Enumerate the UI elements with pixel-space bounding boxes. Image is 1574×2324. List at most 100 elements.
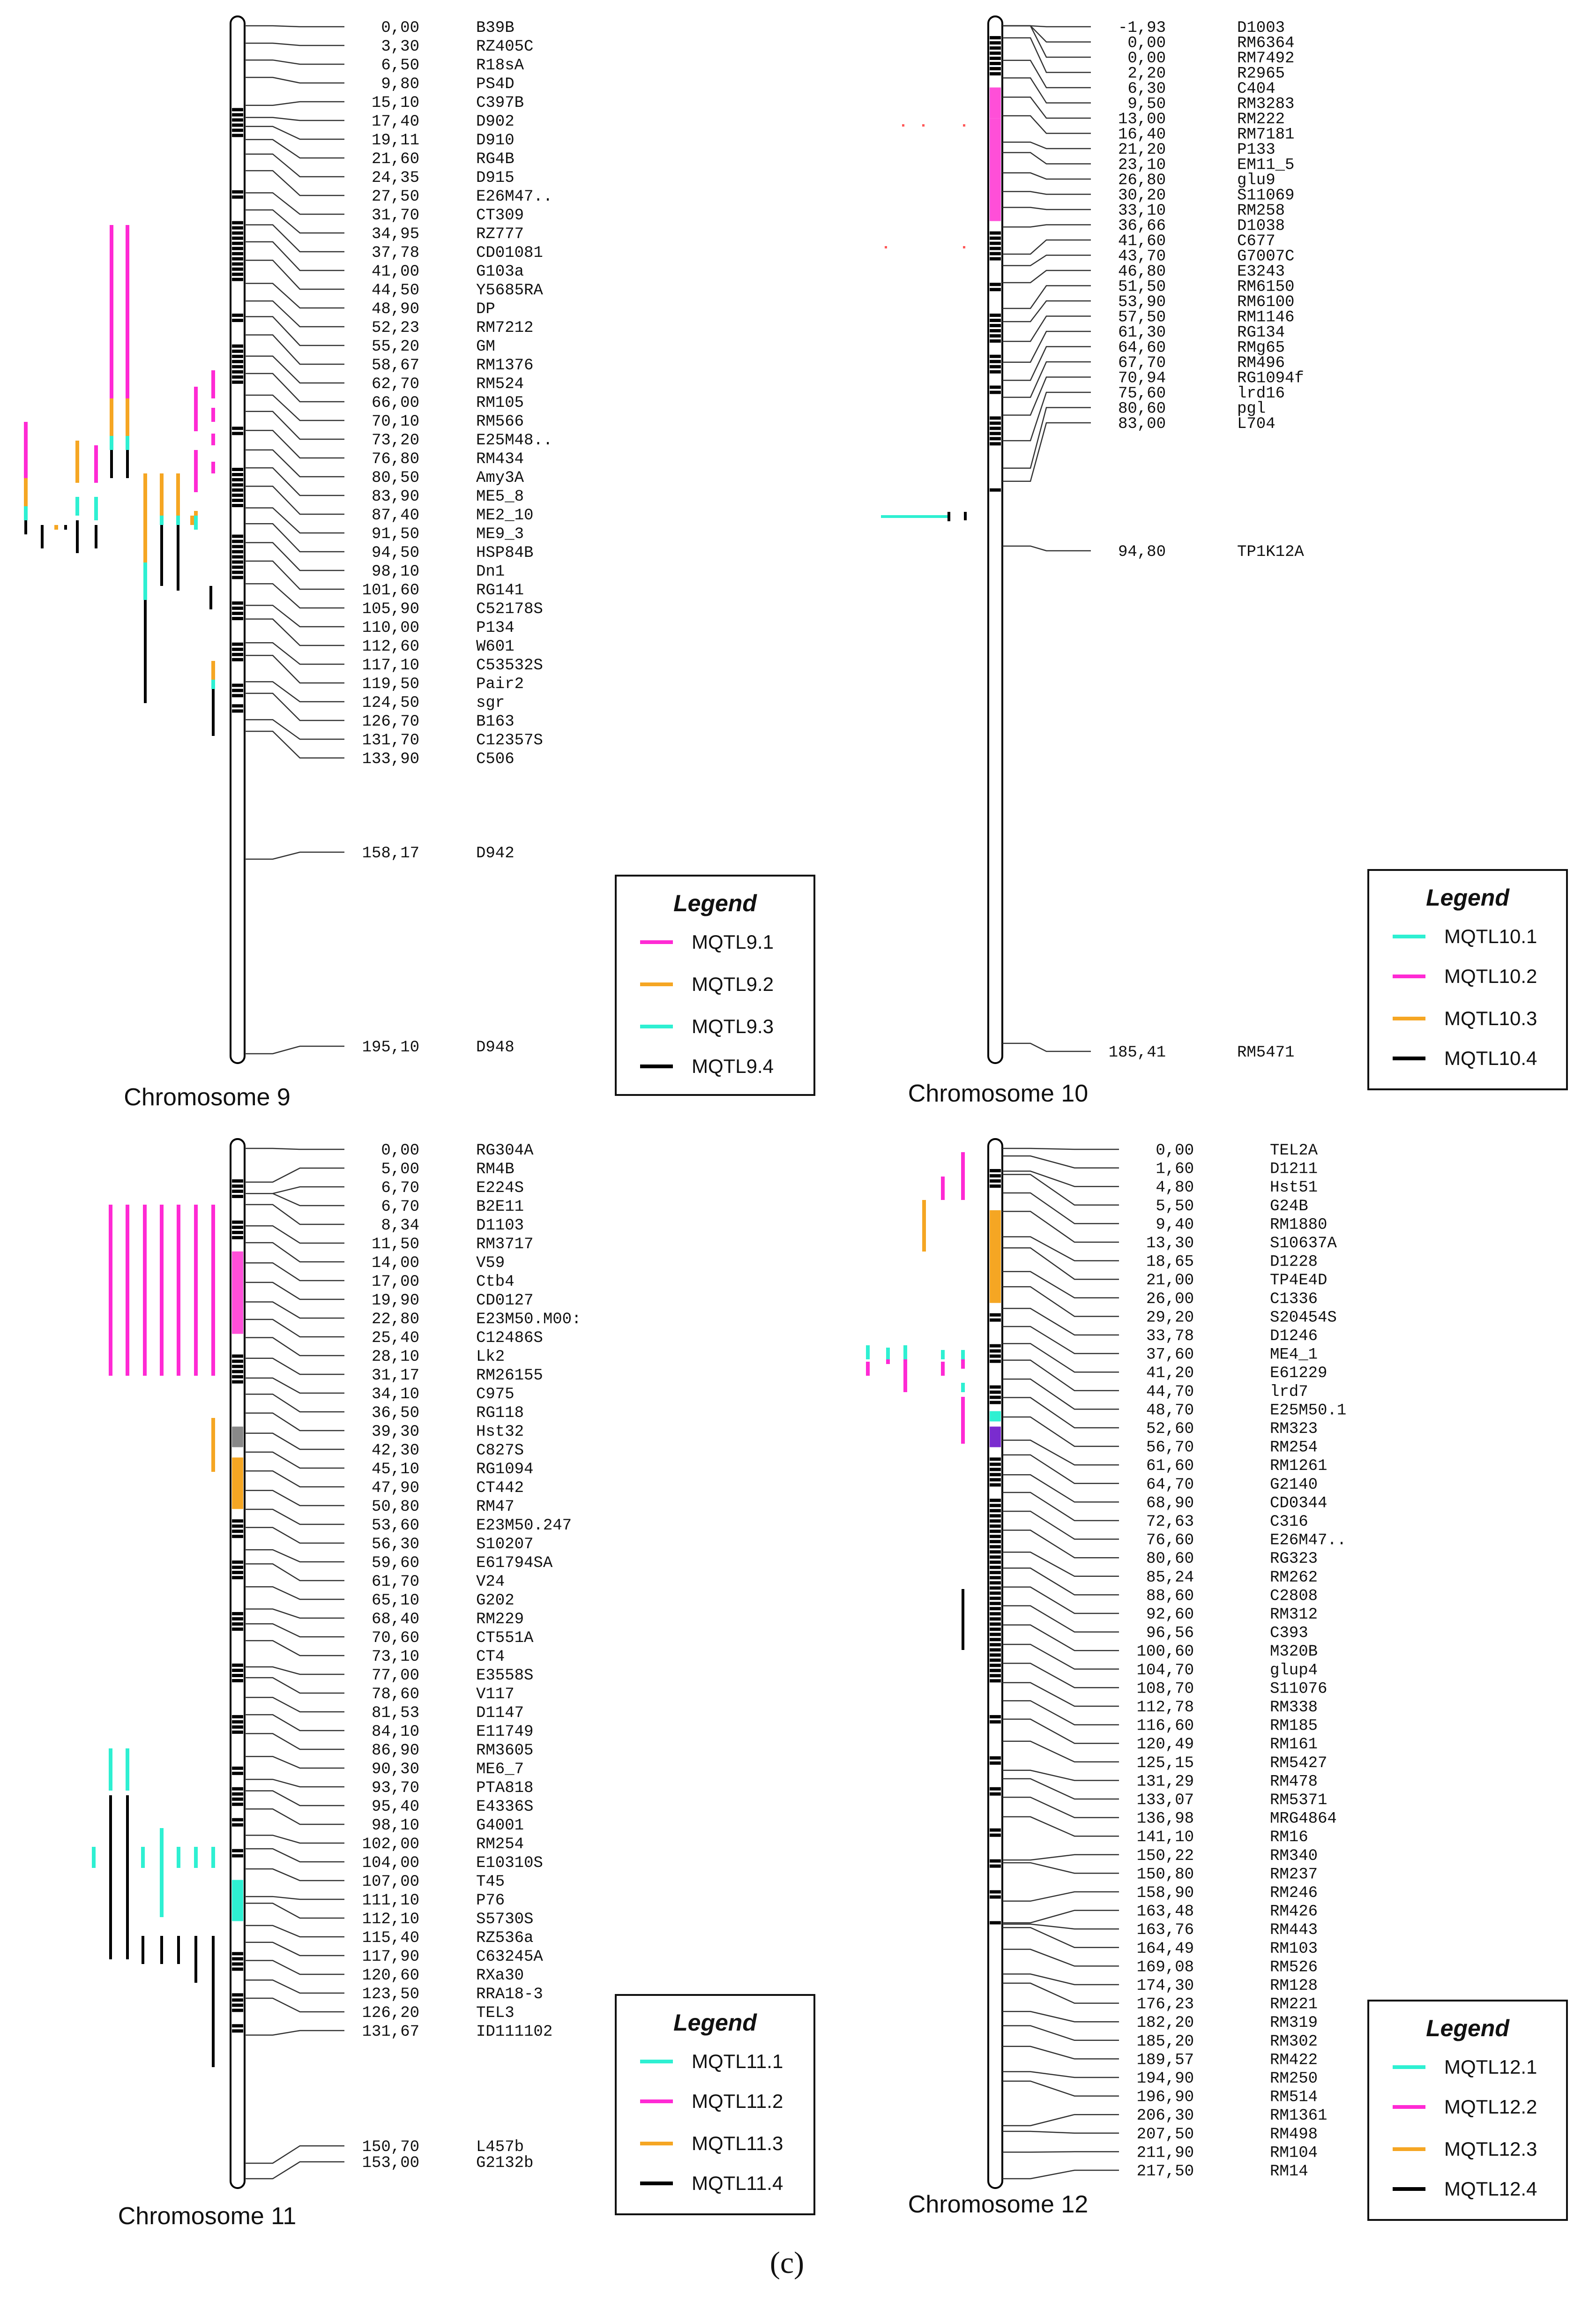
marker-name: Amy3A [476,469,524,487]
marker-name: Dn1 [476,563,505,581]
chromosome-band [232,1535,243,1538]
chromosome-band [232,354,243,358]
marker-name: G2140 [1270,1476,1318,1494]
marker-position: 34,10 [372,1386,419,1403]
marker-name: RG118 [476,1404,524,1422]
marker-connector [245,2145,344,2164]
chromosome-band [232,1679,243,1682]
marker-connector [245,681,344,703]
marker-name: RM105 [476,394,524,412]
marker-name: P134 [476,619,515,637]
marker-position: 207,50 [1137,2126,1194,2144]
marker-connector [1002,1778,1119,1800]
marker-position: 27,50 [372,188,419,206]
marker-connector [1002,1797,1119,1818]
marker-connector [245,1193,344,1207]
legend-swatch-q2 [640,940,673,944]
legend-item: MQTL9.2 [640,970,774,998]
marker-position: 53,60 [372,1517,419,1535]
marker-connector [1002,1605,1119,1633]
chromosome-band [232,380,243,384]
marker-connector [245,283,344,309]
marker-connector [1002,346,1091,381]
marker-connector [245,316,344,346]
marker-connector [245,618,344,646]
chromosome-band [232,1236,243,1239]
marker-name: RM258 [1237,202,1285,220]
marker-position: 0,00 [1127,50,1166,67]
marker-position: 77,00 [372,1667,419,1685]
chromosome-band [232,108,243,112]
marker-position: 110,00 [362,619,419,637]
legend-swatch-q3 [1393,1017,1425,1020]
marker-name: G7007C [1237,248,1294,266]
marker-position: 61,60 [1146,1457,1194,1475]
marker-name: C52178S [476,600,543,618]
legend-item: MQTL10.3 [1393,1005,1537,1033]
marker-connector [1002,77,1091,104]
marker-position: 133,90 [362,750,419,768]
marker-connector [245,411,344,440]
chromosome-band [990,1550,1001,1554]
marker-connector [1002,1567,1119,1596]
marker-position: 47,90 [372,1479,419,1497]
marker-connector [245,1778,344,1788]
marker-name: ME6_7 [476,1761,524,1778]
marker-name: G202 [476,1592,515,1610]
marker-name: RG323 [1270,1550,1318,1568]
chromosome-band [990,1478,1001,1482]
marker-name: RM254 [1270,1439,1318,1457]
marker-connector [1002,25,1091,58]
chromosome-band [990,1395,1001,1399]
chromosome-band [990,324,1001,328]
marker-name: RM5471 [1237,1044,1294,1062]
chromosome-band [990,1859,1001,1863]
marker-name: W601 [476,638,515,656]
chromosome-band [990,1519,1001,1523]
marker-connector [245,42,344,46]
marker-name: Pair2 [476,675,524,693]
marker-position: 55,20 [372,338,419,356]
chromosome-band [232,1674,243,1677]
marker-position: 57,50 [1118,309,1166,327]
legend-item: MQTL9.3 [640,1012,774,1041]
chromosome-band [990,1674,1001,1678]
marker-position: 100,60 [1137,1643,1194,1661]
chromosome-band [990,1509,1001,1513]
chromosome-band [990,118,1001,221]
chromosome-band [990,1586,1001,1590]
chromosome-band [990,1576,1001,1580]
marker-position: 39,30 [372,1423,419,1441]
chromosome-band [232,134,243,137]
marker-connector [1002,191,1091,195]
marker-connector [245,192,344,215]
chromosome-band [990,1540,1001,1544]
marker-connector [245,523,344,553]
chromosome-band [232,555,243,559]
marker-name: RZ536a [476,1929,533,1947]
marker-connector [1002,1147,1119,1150]
chromosome-band [990,1787,1001,1791]
marker-name: RM6150 [1237,278,1294,296]
marker-position: 0,00 [381,19,419,37]
marker-connector [1002,1740,1119,1763]
marker-name: E23M50.247 [476,1517,572,1535]
chromosome-band [990,1184,1001,1188]
marker-position: 62,70 [372,375,419,393]
marker-position: 104,70 [1137,1662,1194,1679]
marker-name: RM221 [1270,1996,1318,2014]
chromosome-band [232,241,243,245]
marker-connector [245,560,344,590]
chromosome-band [232,617,243,621]
marker-connector [245,1337,344,1357]
marker-connector [245,1262,344,1282]
marker-position: 206,30 [1137,2107,1194,2125]
marker-connector [245,1167,344,1183]
legend-swatch-q1 [1393,2065,1425,2069]
chromosome-band [990,252,1001,255]
marker-name: RM185 [1270,1717,1318,1735]
marker-position: 133,07 [1137,1792,1194,1809]
marker-connector [245,1319,344,1338]
marker-name: R18sA [476,57,524,75]
marker-connector [1002,391,1091,442]
